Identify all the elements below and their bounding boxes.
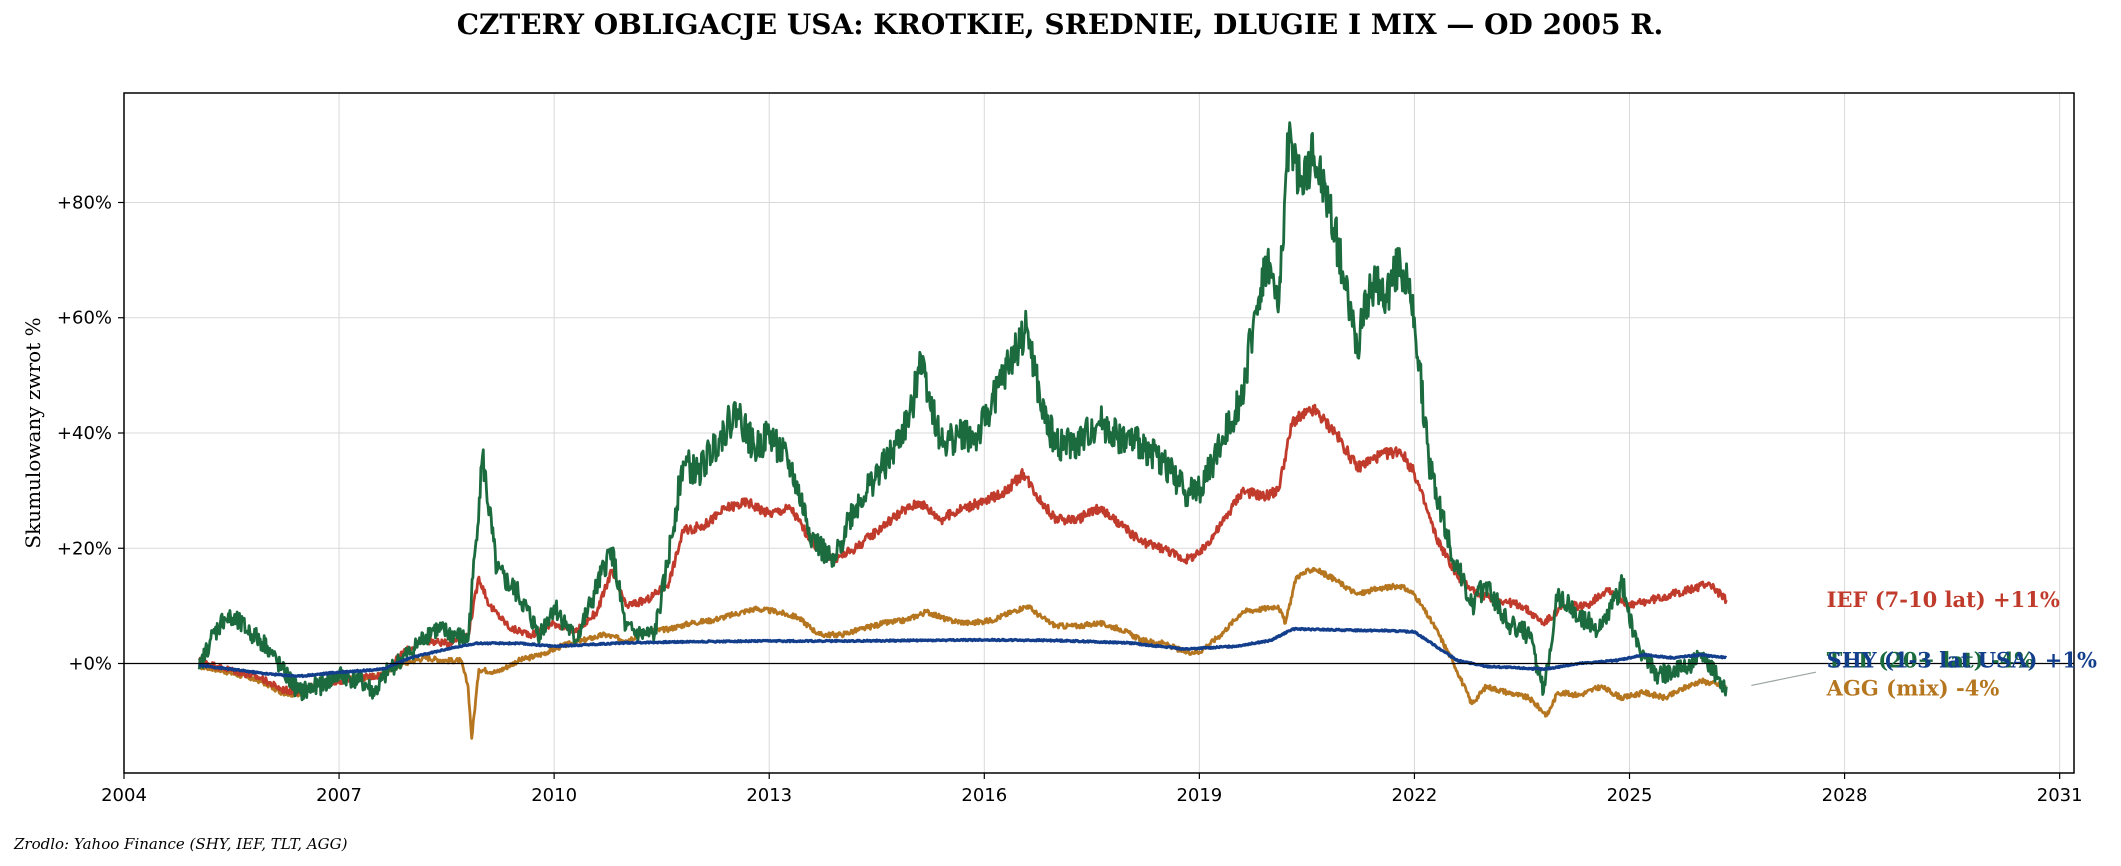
y-tick-label: +60% [57, 308, 112, 329]
y-tick-label: +80% [57, 192, 112, 213]
label-layer: IEF (7-10 lat) +11% TLT (20+ lat) -4%SHY … [1751, 587, 2097, 700]
chart-title: CZTERY OBLIGACJE USA: KROTKIE, SREDNIE, … [457, 8, 1664, 41]
x-tick-label: 2025 [1607, 785, 1653, 806]
agg-leader-line [1751, 671, 1817, 686]
y-tick-label: +40% [57, 423, 112, 444]
end-label-agg: AGG (mix) -4% [1826, 675, 2000, 700]
end-label-tlt: TLT (20+ lat) -4% [1827, 648, 2035, 673]
x-tick-label: 2028 [1822, 785, 1868, 806]
x-tick-label: 2031 [2037, 785, 2083, 806]
y-axis-label: Skumulowany zwrot % [21, 317, 45, 548]
end-label-shy: SHY (1-3 lat USA) +1% [1827, 648, 2097, 673]
grid-layer [123, 93, 2074, 773]
x-tick-label: 2010 [531, 785, 577, 806]
x-tick-label: 2007 [316, 785, 362, 806]
series-line-tlt [197, 121, 1728, 702]
x-tick-label: 2022 [1392, 785, 1438, 806]
y-tick-label: +0% [68, 654, 112, 675]
end-label-ief: IEF (7-10 lat) +11% [1827, 587, 2060, 612]
series-layer [124, 121, 2074, 740]
x-tick-label: 2013 [746, 785, 792, 806]
tick-layer: 2004 2007 2010 2013 2016 2019 2022 2025 2028 2031… [57, 192, 2083, 806]
y-tick-label: +20% [57, 538, 112, 559]
x-tick-label: 2016 [961, 785, 1007, 806]
x-tick-label: 2004 [101, 785, 147, 806]
source-note: Zrodlo: Yahoo Finance (SHY, IEF, TLT, AG… [13, 835, 348, 853]
x-tick-label: 2019 [1176, 785, 1222, 806]
